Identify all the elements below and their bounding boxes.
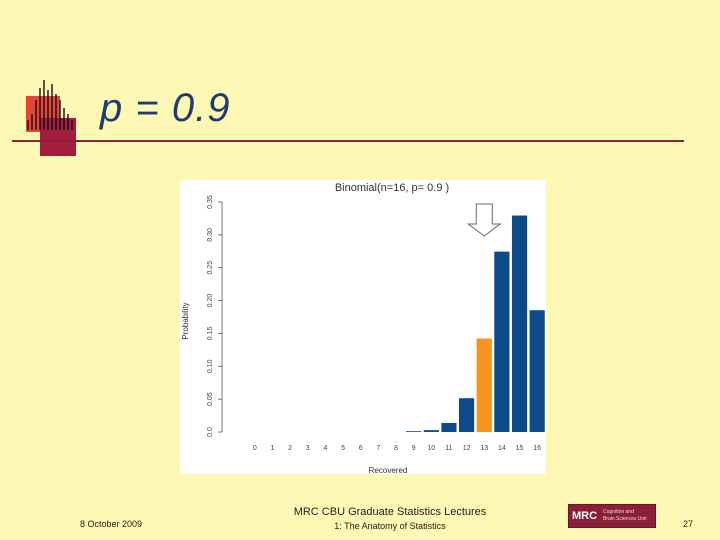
x-tick-label: 3: [306, 445, 310, 452]
arrow-marker: [466, 203, 502, 237]
y-tick-label: 0.20: [207, 294, 214, 308]
x-tick-label: 8: [394, 445, 398, 452]
x-tick-label: 1: [271, 445, 275, 452]
mrc-logo-subtext: Cognition and Brain Sciences Unit: [603, 509, 647, 523]
title-divider: [12, 140, 684, 142]
y-axis-label: Probability: [181, 302, 190, 339]
mrc-logo-subtext-2: Brain Sciences Unit: [603, 516, 647, 522]
x-tick-label: 9: [412, 445, 416, 452]
x-tick-label: 12: [463, 445, 471, 452]
decorative-logo-icon: [26, 80, 76, 156]
bar: [511, 215, 528, 432]
footer-lecture-series: MRC CBU Graduate Statistics Lectures: [293, 506, 487, 518]
bar: [406, 431, 422, 432]
x-tick-label: 0: [253, 445, 257, 452]
bar-highlight: [476, 338, 492, 432]
bar: [459, 398, 475, 432]
bar: [494, 251, 510, 432]
x-tick-label: 6: [359, 445, 363, 452]
footer-date: 8 October 2009: [80, 519, 143, 529]
x-tick-label: 7: [376, 445, 380, 452]
y-tick-label: 0.0: [207, 427, 214, 437]
bar: [441, 422, 457, 432]
down-arrow-icon: [466, 203, 502, 237]
x-tick-label: 11: [445, 445, 452, 452]
y-tick-label: 0.25: [207, 261, 214, 275]
chart-title: Binomial(n=16, p= 0.9 ): [335, 182, 449, 194]
binomial-chart: Binomial(n=16, p= 0.9 ) Probability Reco…: [180, 180, 546, 474]
mrc-logo: MRC Cognition and Brain Sciences Unit: [568, 504, 656, 528]
x-tick-label: 13: [480, 445, 488, 452]
x-tick-label: 2: [288, 445, 292, 452]
bar: [529, 310, 545, 432]
y-axis: 0.0 0.05 0.10 0.15 0.20 0.25 0.30 0.35: [207, 195, 223, 437]
y-tick-label: 0.15: [207, 327, 214, 341]
x-tick-label: 5: [341, 445, 345, 452]
y-tick-label: 0.35: [207, 195, 214, 209]
footer-center: MRC CBU Graduate Statistics Lectures 1: …: [250, 506, 530, 531]
page-number: 27: [683, 519, 694, 529]
bar: [423, 430, 439, 432]
mrc-logo-subtext-1: Cognition and: [603, 509, 634, 515]
bars: [406, 215, 545, 432]
footer-lecture-title: 1: The Anatomy of Statistics: [334, 521, 446, 531]
y-tick-label: 0.05: [207, 392, 214, 406]
x-tick-label: 14: [498, 445, 506, 452]
chart-svg: Binomial(n=16, p= 0.9 ) Probability Reco…: [181, 182, 545, 474]
x-tick-label: 4: [323, 445, 327, 452]
y-tick-label: 0.10: [207, 359, 214, 373]
slide-title: p = 0.9: [100, 86, 231, 130]
x-tick-label: 15: [516, 445, 524, 452]
y-tick-label: 0.30: [207, 228, 214, 242]
x-tick-labels: 0 1 2 3 4 5 6 7 8 9 10 11 12 13 14 15 16: [253, 445, 541, 452]
x-tick-label: 16: [533, 445, 541, 452]
x-tick-label: 10: [427, 445, 435, 452]
mrc-logo-text: MRC: [572, 510, 598, 522]
x-axis-label: Recovered: [369, 466, 408, 474]
